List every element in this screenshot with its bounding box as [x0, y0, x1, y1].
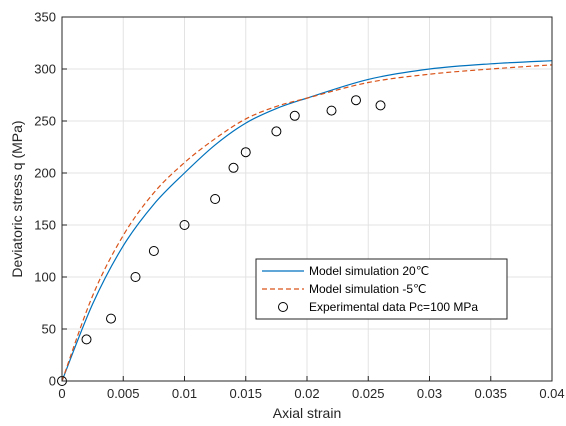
x-tick-label: 0.03 — [417, 386, 442, 401]
legend-label-experimental: Experimental data Pc=100 MPa — [309, 300, 478, 314]
experimental-point — [81, 334, 92, 345]
experimental-point — [240, 147, 251, 158]
experimental-point — [148, 246, 159, 256]
y-tick-label: 200 — [34, 166, 56, 181]
y-axis-label: Deviatoric stress q (MPa) — [9, 120, 25, 277]
experimental-point — [271, 126, 282, 137]
x-tick-label: 0.025 — [352, 386, 385, 401]
experimental-point — [289, 110, 300, 121]
legend-label-20c: Model simulation 20℃ — [309, 264, 429, 278]
experimental-point — [326, 105, 337, 116]
experimental-point — [351, 95, 361, 106]
y-tick-label: 150 — [34, 218, 56, 233]
x-tick-label: 0.01 — [172, 386, 197, 401]
experimental-point — [130, 272, 141, 282]
x-tick-label: 0.04 — [539, 386, 564, 401]
legend-label-minus5c: Model simulation -5℃ — [309, 282, 427, 296]
x-tick-label: 0.02 — [294, 386, 319, 401]
x-axis-label: Axial strain — [273, 405, 341, 421]
legend-marker-experimental — [278, 302, 288, 312]
y-tick-label: 0 — [49, 374, 56, 389]
series-line-minus5c — [61, 64, 553, 382]
y-tick-label: 100 — [34, 270, 56, 285]
x-tick-label: 0.015 — [229, 386, 262, 401]
ticks: 0 0.005 0.01 0.015 0.02 0.025 0.03 0.035 0.04 0 50… — [34, 10, 564, 402]
y-tick-label: 250 — [34, 114, 56, 129]
series-layer — [57, 60, 553, 386]
series-line-20c — [61, 60, 553, 382]
y-tick-label: 50 — [42, 322, 56, 337]
legend: Model simulation 20℃ Model simulation -5… — [255, 258, 508, 320]
experimental-point — [106, 313, 116, 324]
x-tick-label: 0.005 — [107, 386, 140, 401]
experimental-point — [179, 220, 190, 230]
x-tick-label: 0.035 — [474, 386, 507, 401]
experimental-point — [228, 162, 239, 173]
y-tick-label: 350 — [34, 10, 56, 25]
experimental-point — [375, 100, 386, 111]
x-tick-label: 0 — [58, 386, 65, 401]
y-tick-label: 300 — [34, 62, 56, 77]
experimental-point — [210, 194, 221, 204]
